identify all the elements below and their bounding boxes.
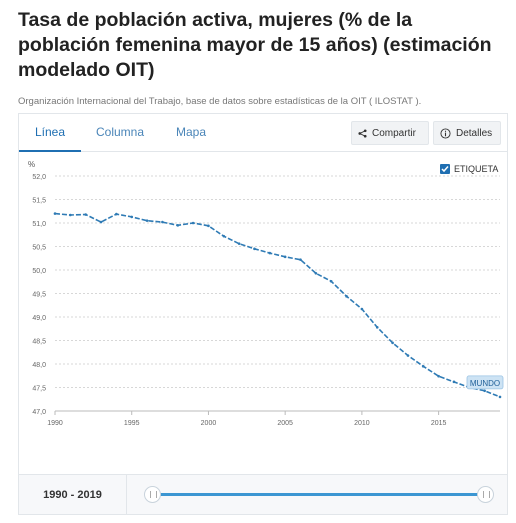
data-point (99, 220, 103, 224)
x-tick-label: 1995 (124, 420, 140, 427)
data-point (345, 295, 348, 298)
data-point (498, 395, 502, 399)
x-tick-label: 2010 (354, 420, 370, 427)
data-point (84, 213, 87, 216)
x-tick-label: 2015 (431, 420, 447, 427)
data-point (53, 212, 57, 215)
data-point (391, 341, 394, 345)
tab-linea[interactable]: Línea (19, 114, 81, 152)
y-tick-label: 52,0 (32, 174, 46, 181)
data-point (161, 220, 164, 224)
series-end-label: MUNDO (470, 379, 500, 388)
legend-label: ETIQUETA (454, 164, 499, 174)
data-point (437, 374, 440, 378)
share-button[interactable]: Compartir (351, 121, 429, 145)
line-chart: % 47,0 47,5 48,0 48,5 49,0 49,5 50,0 50,5 51,0 51,… (28, 160, 504, 427)
x-tick-label: 2005 (277, 420, 293, 427)
y-tick-label: 50,0 (32, 268, 46, 275)
y-tick-label: 47,0 (32, 409, 46, 416)
data-point (421, 365, 425, 368)
y-tick-label: 51,0 (32, 221, 46, 228)
data-point (283, 255, 287, 259)
share-label: Compartir (372, 127, 416, 139)
data-point (176, 224, 180, 227)
data-point (406, 354, 410, 357)
legend-checkbox[interactable] (440, 164, 450, 174)
tab-mapa[interactable]: Mapa (175, 125, 207, 139)
y-tick-label: 49,0 (32, 315, 46, 322)
range-slider-track[interactable] (152, 493, 486, 496)
range-slider-end-handle[interactable] (477, 486, 494, 503)
chart-card: Línea Columna Mapa Compartir Detalles ET… (18, 113, 508, 515)
data-point (207, 224, 210, 228)
series-line (54, 212, 501, 398)
data-point (314, 271, 318, 275)
y-tick-label: 48,0 (32, 362, 46, 369)
data-point (115, 212, 118, 216)
source-note: Organización Internacional del Trabajo, … (18, 96, 422, 107)
range-slider-start-handle[interactable] (144, 486, 161, 503)
data-point (191, 221, 195, 225)
y-tick-label: 48,5 (32, 339, 46, 346)
legend-toggle[interactable]: ETIQUETA (440, 164, 498, 174)
x-tick-label: 2000 (201, 420, 217, 427)
series-end-label-box (466, 375, 504, 390)
range-bar: 1990 - 2019 (19, 474, 507, 515)
y-tick-label: 51,5 (32, 198, 46, 205)
details-label: Detalles (456, 127, 493, 139)
y-axis-unit: % (28, 160, 35, 169)
data-point (145, 219, 149, 222)
data-point (299, 258, 302, 261)
chart-title: Tasa de población activa, mujeres (% de … (18, 9, 492, 81)
data-point (222, 234, 226, 238)
data-point (360, 307, 364, 311)
data-point (375, 326, 379, 329)
y-tick-label: 47,5 (32, 386, 46, 393)
data-point (268, 251, 272, 255)
data-point (329, 279, 333, 283)
check-icon (441, 166, 449, 173)
data-point (483, 389, 486, 393)
data-point (452, 380, 456, 384)
info-icon (440, 127, 451, 139)
range-label: 1990 - 2019 (19, 475, 127, 515)
y-tick-label: 50,5 (32, 245, 46, 252)
data-point (253, 247, 256, 251)
data-point (237, 242, 241, 245)
details-button[interactable]: Detalles (433, 121, 501, 145)
y-tick-label: 49,5 (32, 292, 46, 299)
share-icon (358, 128, 367, 138)
view-tabs: Línea Columna Mapa Compartir Detalles (19, 114, 507, 152)
x-tick-label: 1990 (47, 420, 63, 427)
data-point (130, 215, 134, 219)
data-point (69, 213, 72, 217)
tab-columna[interactable]: Columna (95, 125, 145, 139)
